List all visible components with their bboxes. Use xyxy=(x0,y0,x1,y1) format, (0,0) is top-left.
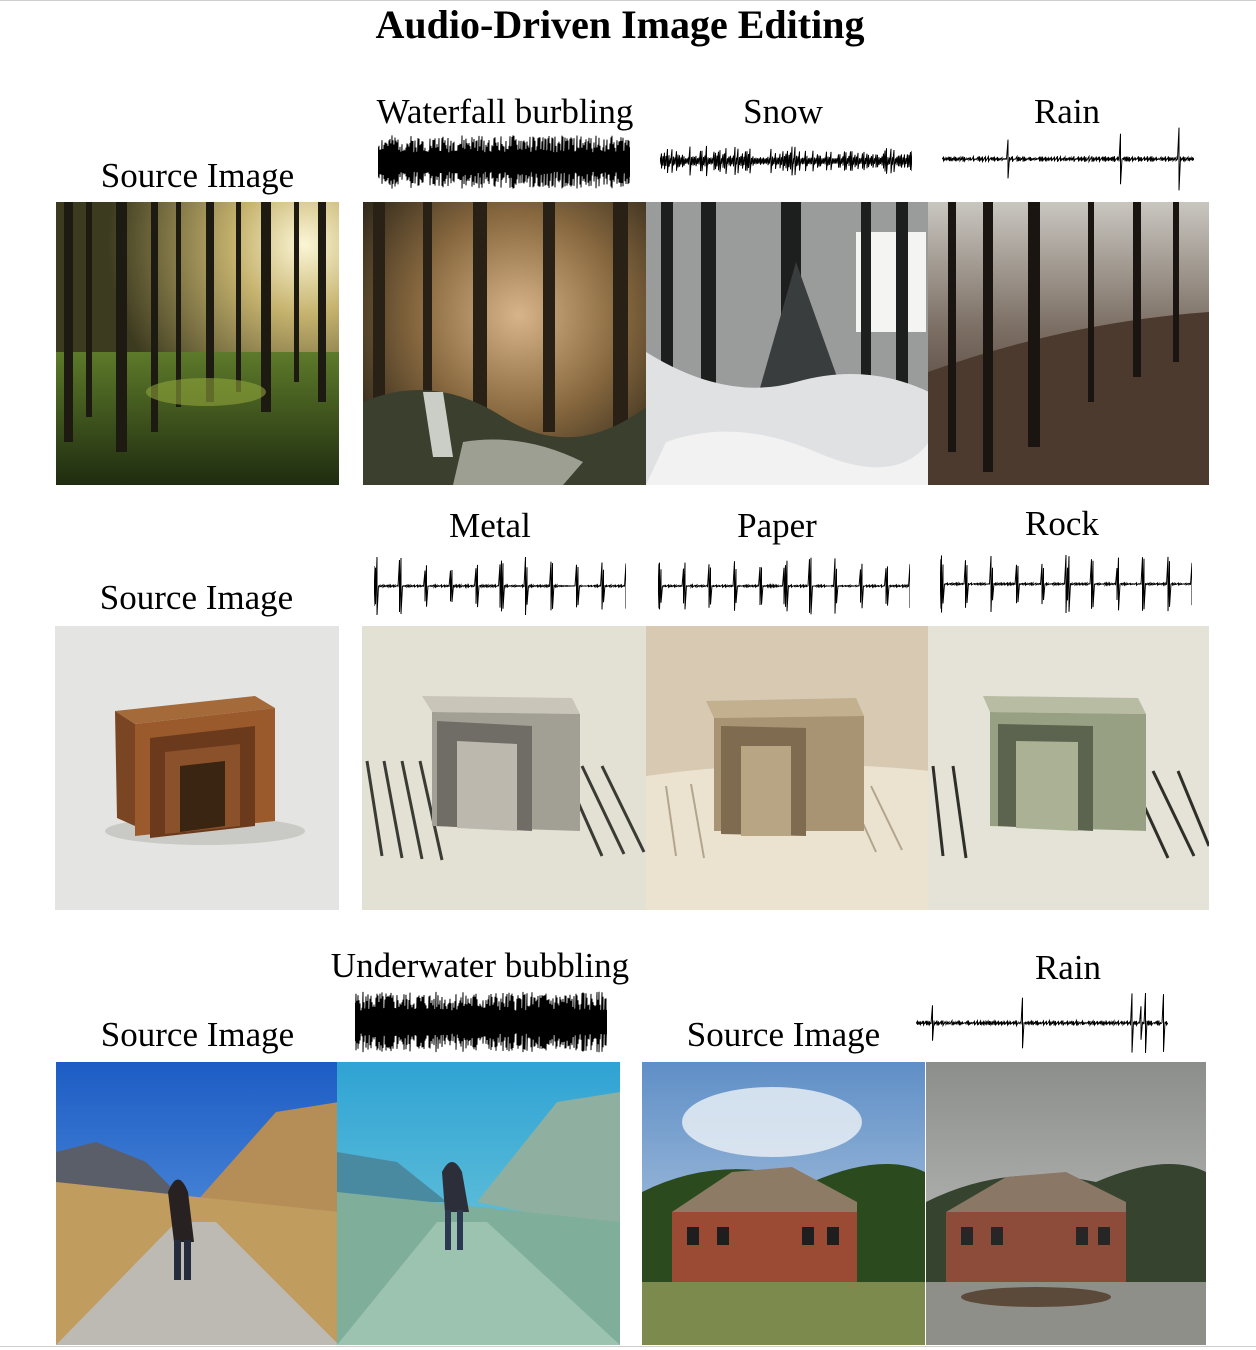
forest-waterfall-image xyxy=(363,202,646,485)
waveform-metal xyxy=(374,556,626,616)
source-image-label: Source Image xyxy=(100,1015,295,1054)
waveform-underwater xyxy=(355,990,607,1054)
wooden-tables-source-image xyxy=(55,626,339,910)
rock-tables-image xyxy=(928,626,1209,910)
forest-source-image xyxy=(56,202,339,485)
house-source-image xyxy=(642,1062,925,1345)
edit-label-rain: Rain xyxy=(1033,92,1101,131)
figure-title: Audio-Driven Image Editing xyxy=(375,2,865,47)
edit-label-underwater: Underwater bubbling xyxy=(330,946,630,985)
hiker-source-image xyxy=(56,1062,339,1345)
waveform-rain xyxy=(942,124,1194,194)
edit-label-metal: Metal xyxy=(449,506,531,545)
edit-label-snow: Snow xyxy=(743,92,823,131)
paper-tables-image xyxy=(646,626,930,910)
waveform-waterfall xyxy=(378,134,630,190)
source-image-label: Source Image xyxy=(99,578,294,617)
metal-tables-image xyxy=(362,626,646,910)
edit-label-paper: Paper xyxy=(737,506,817,545)
waveform-rock xyxy=(940,554,1192,614)
waveform-rain xyxy=(916,992,1168,1054)
edit-label-rock: Rock xyxy=(1025,504,1099,543)
waveform-snow xyxy=(660,130,912,192)
edit-label-rain: Rain xyxy=(1034,948,1102,987)
waveform-paper xyxy=(658,556,910,616)
source-image-label: Source Image xyxy=(100,156,295,195)
forest-rain-image xyxy=(928,202,1209,485)
bottom-border xyxy=(0,1346,1256,1347)
top-border xyxy=(0,0,1256,1)
forest-snow-image xyxy=(646,202,929,485)
hiker-underwater-image xyxy=(337,1062,620,1345)
source-image-label: Source Image xyxy=(686,1015,881,1054)
edit-label-waterfall: Waterfall burbling xyxy=(376,92,634,131)
house-rain-image xyxy=(926,1062,1206,1345)
